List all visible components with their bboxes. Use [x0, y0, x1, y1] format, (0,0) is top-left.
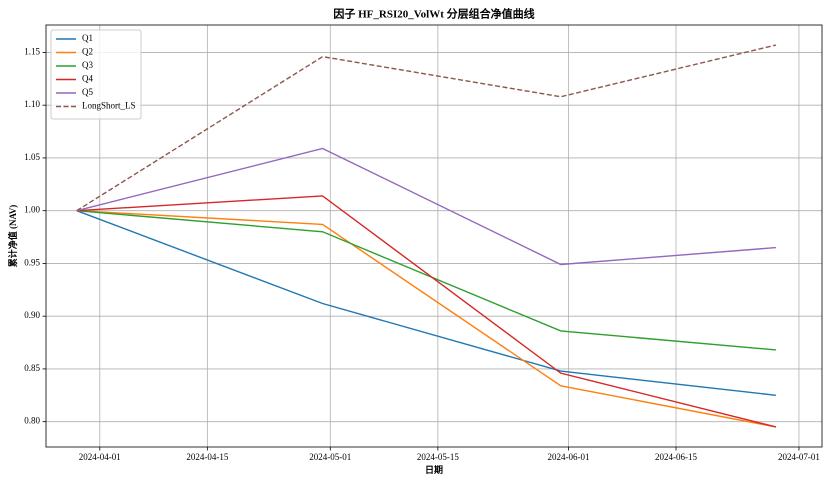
- x-tick-label: 2024-04-15: [186, 452, 228, 462]
- y-tick-label: 1.10: [24, 99, 40, 109]
- series-line: [76, 210, 776, 397]
- x-tick-label: 2024-06-15: [655, 452, 697, 462]
- x-tick-label: 2024-05-15: [417, 452, 459, 462]
- legend-label: Q5: [82, 87, 93, 97]
- series-line: [76, 147, 776, 266]
- series-line: [76, 44, 777, 212]
- legend: Q1 Q2 Q3 Q4 Q5 LongShort_LS: [50, 29, 142, 120]
- chart-title: 因子 HF_RSI20_VolWt 分层组合净值曲线: [333, 7, 534, 21]
- x-axis-label: 日期: [425, 464, 443, 475]
- legend-label: LongShort_LS: [82, 101, 136, 111]
- y-tick-label: 0.85: [24, 363, 40, 373]
- y-tick-label: 0.95: [24, 257, 40, 267]
- legend-label: Q4: [82, 74, 93, 84]
- y-tick-label: 0.90: [24, 310, 40, 320]
- x-tick-label: 2024-04-01: [79, 452, 121, 462]
- y-tick-label: 0.80: [24, 416, 40, 426]
- series-line: [76, 195, 777, 428]
- y-tick-label: 1.05: [24, 152, 40, 162]
- series-line: [76, 209, 777, 428]
- y-tick-label: 1.00: [24, 205, 40, 215]
- x-tick-label: 2024-06-01: [547, 452, 589, 462]
- x-tick-label: 2024-05-01: [309, 452, 351, 462]
- y-axis-label: 累计净值 (NAV): [7, 205, 18, 268]
- y-tick-label: 1.15: [24, 46, 40, 56]
- x-tick-label: 2024-07-01: [778, 452, 820, 462]
- legend-label: Q1: [82, 33, 93, 43]
- plot-frame: [45, 24, 823, 448]
- series-line: [76, 209, 776, 351]
- legend-label: Q2: [82, 47, 93, 57]
- legend-label: Q3: [82, 60, 93, 70]
